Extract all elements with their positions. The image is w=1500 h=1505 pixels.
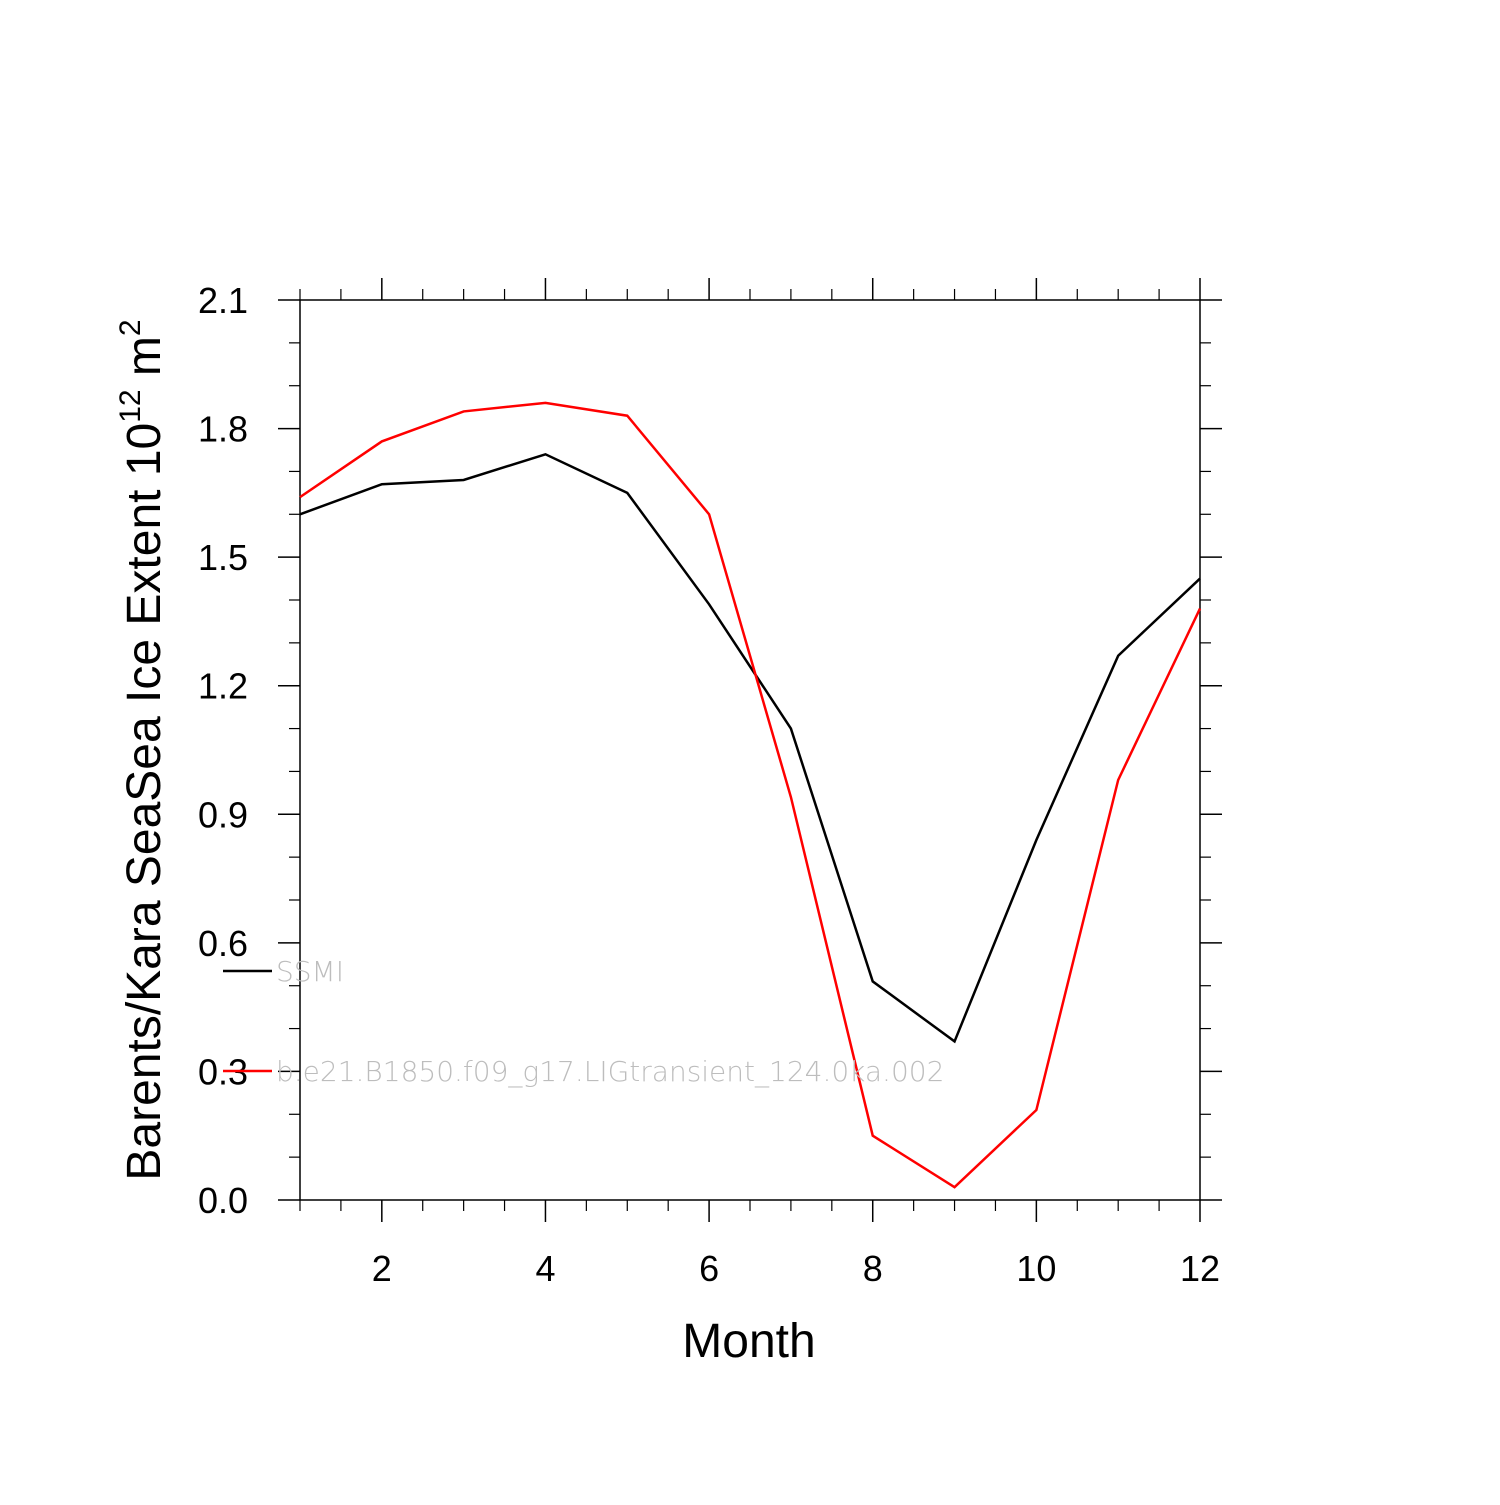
legend: SSMI b.e21.B1850.f09_g17.LIGtransient_124… <box>223 955 944 1089</box>
y-tick-label: 0.9 <box>198 794 248 835</box>
y-tick-label: 2.1 <box>198 280 248 321</box>
series-point-0 <box>1116 654 1120 658</box>
x-tick-label: 12 <box>1180 1248 1220 1289</box>
y-tick-label: 0.6 <box>198 923 248 964</box>
y-axis-title: Barents/Kara SeaSea Ice Extent 1012 m2 <box>114 319 171 1180</box>
series-point-0 <box>1034 838 1038 842</box>
x-tick-label: 6 <box>699 1248 719 1289</box>
y-tick-label: 0.0 <box>198 1180 248 1221</box>
series-point-1 <box>1116 778 1120 782</box>
x-tick-label: 2 <box>372 1248 392 1289</box>
tick-labels: 2 4 6 8 10 120.00.30.60.91.21.51.82.1 <box>198 280 1220 1289</box>
y-tick-label: 1.2 <box>198 666 248 707</box>
x-axis-title: Month <box>682 1315 815 1368</box>
legend-label: b.e21.B1850.f09_g17.LIGtransient_124.0ka… <box>276 1055 944 1089</box>
legend-label: SSMI <box>276 955 344 988</box>
series-point-0 <box>871 979 875 983</box>
x-tick-label: 4 <box>535 1248 555 1289</box>
series-point-1 <box>789 795 793 799</box>
series-point-1 <box>953 1185 957 1189</box>
series-point-0 <box>789 727 793 731</box>
series-point-0 <box>462 478 466 482</box>
series-line-0 <box>299 452 1201 1044</box>
series-point-1 <box>871 1134 875 1138</box>
series-point-1 <box>380 439 384 443</box>
series-lines <box>298 401 1202 1189</box>
series-point-0 <box>625 491 629 495</box>
axis-ticks <box>278 278 1222 1222</box>
series-line-1 <box>299 401 1202 1189</box>
series-point-1 <box>1198 607 1202 611</box>
series-point-1 <box>543 401 547 405</box>
y-axis-title-prefix: Barents/Kara SeaSea Ice Extent 10 <box>118 423 171 1181</box>
series-point-0 <box>543 452 547 456</box>
y-axis-title-unit-exponent: 2 <box>114 319 147 336</box>
y-axis-title-unit: m <box>118 336 171 389</box>
y-axis-title-exponent: 12 <box>114 389 147 422</box>
series-point-0 <box>953 1039 957 1043</box>
series-point-1 <box>462 409 466 413</box>
x-tick-label: 10 <box>1016 1248 1056 1289</box>
y-tick-label: 1.8 <box>198 409 248 450</box>
series-point-1 <box>707 512 711 516</box>
series-point-0 <box>380 482 384 486</box>
series-point-1 <box>298 495 302 499</box>
series-point-1 <box>1034 1108 1038 1112</box>
y-tick-label: 1.5 <box>198 537 248 578</box>
x-tick-label: 8 <box>863 1248 883 1289</box>
series-point-0 <box>707 602 711 606</box>
series-point-1 <box>625 414 629 418</box>
series-point-0 <box>1198 577 1202 581</box>
series-point-0 <box>298 512 302 516</box>
